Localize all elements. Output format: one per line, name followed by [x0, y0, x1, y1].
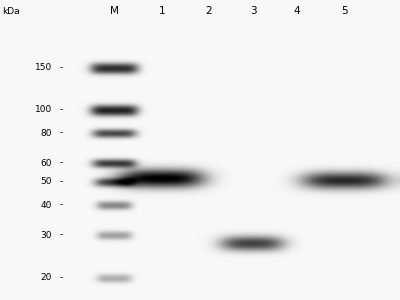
Text: -: - — [60, 158, 63, 167]
Text: 60: 60 — [40, 158, 52, 167]
Text: 50: 50 — [40, 178, 52, 187]
Text: -: - — [60, 230, 63, 239]
Text: 150: 150 — [35, 64, 52, 73]
Text: 1: 1 — [158, 6, 165, 16]
Text: 100: 100 — [35, 106, 52, 115]
Text: 40: 40 — [41, 200, 52, 209]
Text: M: M — [110, 6, 119, 16]
Text: 20: 20 — [41, 274, 52, 283]
Text: -: - — [60, 200, 63, 209]
Text: 4: 4 — [294, 6, 300, 16]
Text: -: - — [60, 128, 63, 137]
Text: 5: 5 — [341, 6, 348, 16]
Text: -: - — [60, 178, 63, 187]
Text: 2: 2 — [206, 6, 212, 16]
Text: 80: 80 — [40, 128, 52, 137]
Text: -: - — [60, 64, 63, 73]
Text: 3: 3 — [250, 6, 256, 16]
Text: kDa: kDa — [2, 7, 20, 16]
Text: -: - — [60, 274, 63, 283]
Text: -: - — [60, 106, 63, 115]
Text: 30: 30 — [40, 230, 52, 239]
